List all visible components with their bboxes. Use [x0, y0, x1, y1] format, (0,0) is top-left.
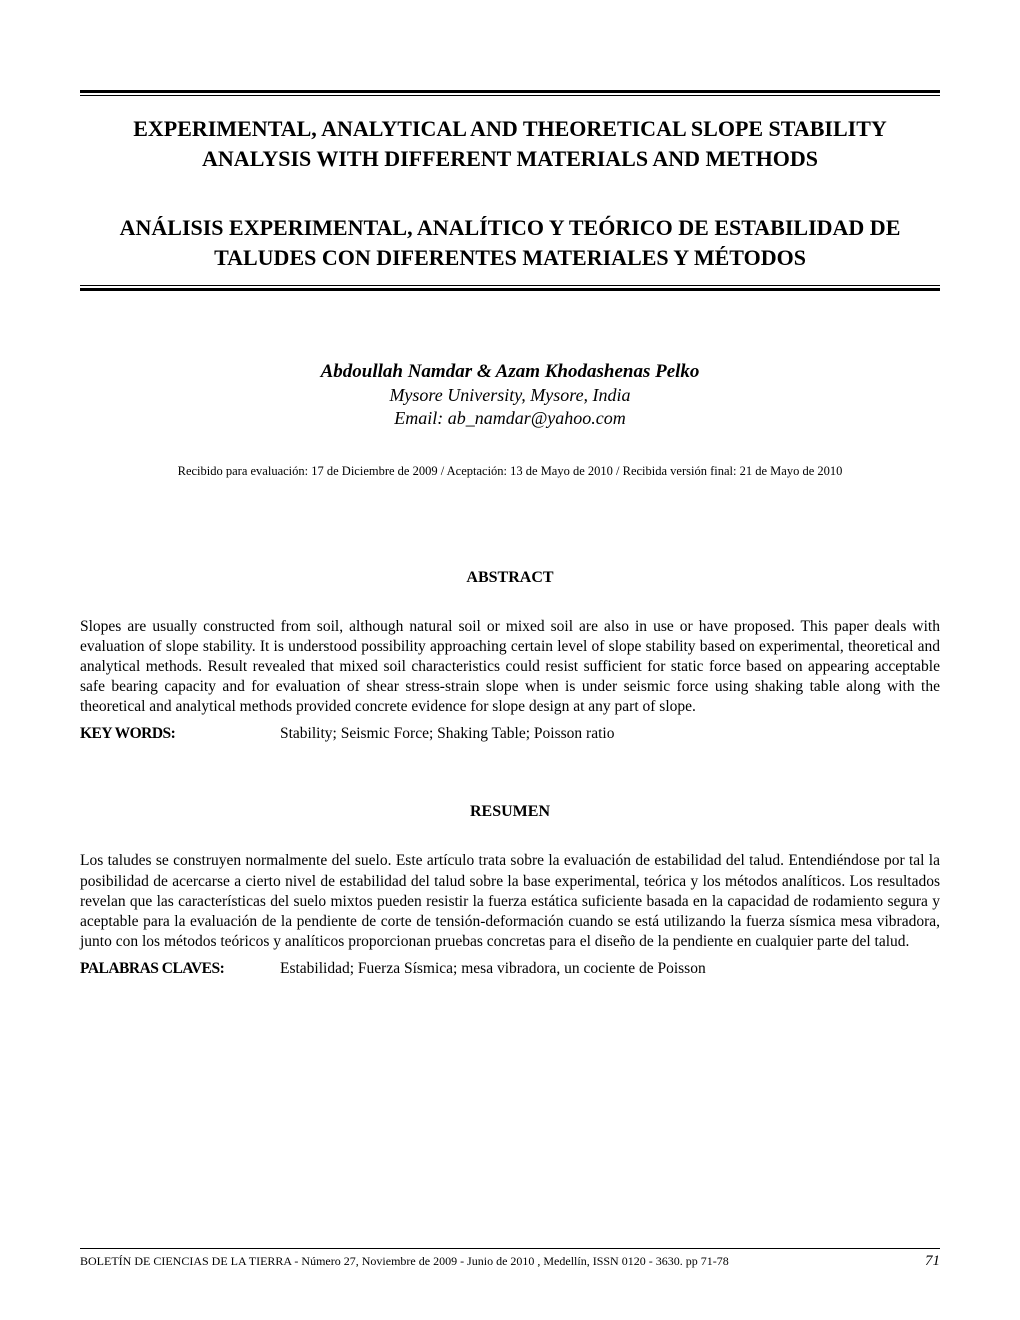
- bottom-double-rule: [80, 285, 940, 291]
- footer-content: BOLETÍN DE CIENCIAS DE LA TIERRA - Númer…: [80, 1253, 940, 1270]
- submission-dates: Recibido para evaluación: 17 de Diciembr…: [80, 464, 940, 479]
- resumen-text: Los taludes se construyen normalmente de…: [80, 851, 940, 952]
- keywords-label: KEY WORDS:: [80, 725, 280, 743]
- page-footer: BOLETÍN DE CIENCIAS DE LA TIERRA - Númer…: [80, 1248, 940, 1270]
- palabras-value: Estabilidad; Fuerza Sísmica; mesa vibrad…: [280, 960, 940, 978]
- title-spanish: ANÁLISIS EXPERIMENTAL, ANALÍTICO Y TEÓRI…: [80, 213, 940, 272]
- keywords-value: Stability; Seismic Force; Shaking Table;…: [280, 725, 940, 743]
- authors: Abdoullah Namdar & Azam Khodashenas Pelk…: [80, 361, 940, 383]
- keywords-row: KEY WORDS: Stability; Seismic Force; Sha…: [80, 725, 940, 743]
- resumen-heading: RESUMEN: [80, 803, 940, 821]
- affiliation: Mysore University, Mysore, India: [80, 385, 940, 406]
- title-english: EXPERIMENTAL, ANALYTICAL AND THEORETICAL…: [80, 114, 940, 173]
- page-number: 71: [925, 1253, 940, 1270]
- email: Email: ab_namdar@yahoo.com: [80, 408, 940, 429]
- palabras-label: PALABRAS CLAVES:: [80, 960, 280, 978]
- abstract-text: Slopes are usually constructed from soil…: [80, 617, 940, 718]
- footer-journal: BOLETÍN DE CIENCIAS DE LA TIERRA - Númer…: [80, 1254, 729, 1269]
- palabras-row: PALABRAS CLAVES: Estabilidad; Fuerza Sís…: [80, 960, 940, 978]
- abstract-heading: ABSTRACT: [80, 569, 940, 587]
- footer-rule: [80, 1248, 940, 1249]
- top-double-rule: [80, 90, 940, 96]
